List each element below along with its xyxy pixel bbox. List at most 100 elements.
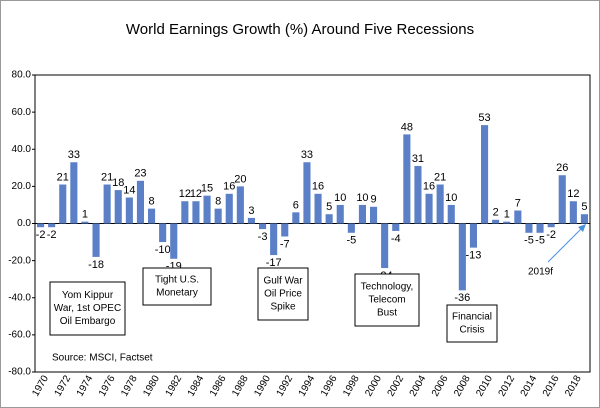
value-label: 7	[515, 197, 521, 209]
value-label: 21	[57, 171, 69, 183]
value-label: -10	[155, 244, 171, 256]
value-label: 33	[301, 149, 313, 161]
value-label: 31	[412, 153, 424, 165]
value-label: 9	[370, 194, 376, 206]
bar	[247, 217, 256, 224]
value-label: 10	[445, 192, 457, 204]
bar	[225, 193, 233, 224]
bar	[203, 195, 211, 224]
bar	[447, 204, 455, 224]
value-label: 15	[201, 183, 213, 195]
bar	[136, 180, 145, 224]
annotation-text: Spike	[270, 302, 295, 313]
bar	[59, 184, 67, 224]
value-label: -2	[36, 229, 46, 241]
y-tick-label: 60.0	[12, 107, 32, 118]
y-tick-label: 20.0	[12, 181, 32, 192]
bar	[303, 162, 311, 224]
value-label: -4	[391, 233, 401, 245]
value-label: 1	[504, 209, 510, 221]
annotation-text: Bust	[377, 308, 397, 319]
value-label: 16	[312, 181, 324, 193]
value-label: 8	[215, 196, 221, 208]
y-tick-label: -80.0	[8, 367, 31, 378]
arrow	[547, 225, 585, 263]
annotation-box	[354, 273, 420, 327]
annotation-text: Crisis	[460, 325, 485, 336]
bar	[347, 223, 355, 233]
bar	[503, 221, 511, 224]
y-tick-label: 80.0	[12, 70, 32, 81]
y-tick-label: 40.0	[12, 144, 32, 155]
y-tick-label: -40.0	[8, 292, 31, 303]
value-label: 10	[356, 192, 368, 204]
bar	[125, 197, 133, 224]
arrow-head	[578, 224, 586, 232]
bar	[292, 212, 300, 224]
value-label: 16	[223, 181, 235, 193]
value-label: 14	[123, 184, 135, 196]
bar	[192, 201, 200, 224]
bar	[547, 223, 555, 228]
value-label: -2	[546, 229, 556, 241]
value-label: 6	[293, 199, 299, 211]
value-label: -5	[346, 235, 356, 247]
bar	[425, 193, 433, 224]
value-label: 2	[493, 207, 499, 219]
bar	[436, 184, 444, 224]
bar	[525, 223, 533, 233]
bar	[369, 206, 378, 224]
bar	[159, 223, 167, 243]
value-label: 18	[112, 177, 124, 189]
bar	[414, 165, 422, 224]
value-label: 21	[434, 171, 446, 183]
bar	[325, 214, 333, 224]
forecast-note: 2019f	[528, 267, 553, 278]
value-label: -7	[280, 238, 290, 250]
value-label: 48	[401, 121, 413, 133]
value-label: 12	[190, 188, 202, 200]
bar	[492, 219, 500, 224]
bar	[480, 125, 489, 224]
bar	[336, 204, 344, 224]
bar	[536, 223, 544, 233]
bar	[258, 223, 267, 230]
value-label: 26	[556, 162, 568, 174]
value-label: 1	[82, 209, 88, 221]
bar	[314, 193, 322, 224]
chart-title: World Earnings Growth (%) Around Five Re…	[126, 21, 474, 38]
annotation-text: Tight U.S.	[155, 275, 199, 286]
bar	[381, 223, 389, 269]
value-label: -3	[258, 231, 268, 243]
bar	[92, 223, 100, 257]
value-label: -18	[88, 259, 104, 271]
bar	[36, 223, 45, 228]
value-label: 53	[478, 112, 490, 124]
annotation-text: Financial	[452, 312, 492, 323]
y-tick-label: -20.0	[8, 255, 31, 266]
bar	[558, 175, 566, 224]
value-label: 12	[567, 188, 579, 200]
value-label: 33	[68, 149, 80, 161]
bar	[114, 190, 122, 224]
bar	[70, 162, 78, 224]
annotation-text: Monetary	[156, 288, 198, 299]
bar	[469, 223, 478, 248]
y-tick-label: -60.0	[8, 330, 31, 341]
bar	[392, 223, 400, 231]
bar	[48, 223, 56, 228]
bar	[270, 223, 278, 256]
annotation-box	[257, 267, 309, 321]
value-label: -5	[524, 235, 534, 247]
bar	[170, 223, 178, 259]
annotation-text: War, 1st OPEC	[54, 303, 121, 314]
value-label: 20	[234, 173, 246, 185]
annotation-text: Telecom	[368, 295, 405, 306]
value-label: 21	[101, 171, 113, 183]
value-label: 23	[134, 168, 146, 180]
value-label: 12	[179, 188, 191, 200]
bar	[569, 201, 577, 224]
bar	[214, 208, 222, 224]
